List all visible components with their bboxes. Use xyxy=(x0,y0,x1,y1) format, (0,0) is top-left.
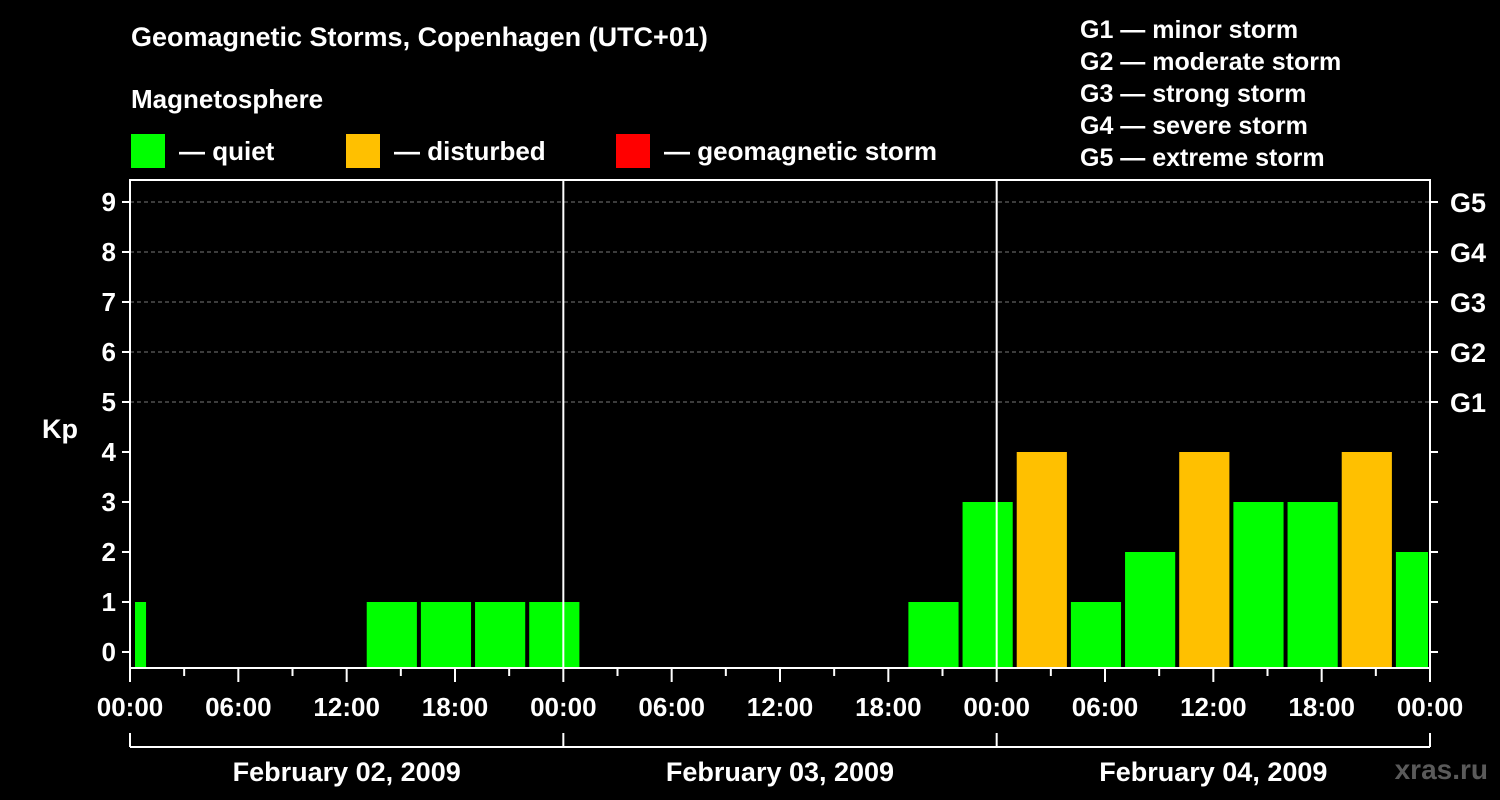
kp-bar-14 xyxy=(1395,552,1428,668)
x-tick-label-12: 00:00 xyxy=(1397,692,1464,722)
chart-title: Geomagnetic Storms, Copenhagen (UTC+01) xyxy=(131,22,708,52)
watermark: xras.ru xyxy=(1394,754,1488,785)
y-tick-label-5: 5 xyxy=(102,387,116,417)
legend-label-storm: — geomagnetic storm xyxy=(664,135,938,166)
y-tick-label-1: 1 xyxy=(102,587,116,617)
kp-bar-1 xyxy=(366,602,417,668)
legend-swatch-quiet xyxy=(131,134,165,168)
right-axis-label-g2: G2 xyxy=(1450,338,1486,368)
legend-label-disturbed: — disturbed xyxy=(394,135,546,166)
storm-scale-g1: G1 — minor storm xyxy=(1080,16,1299,44)
kp-bar-6 xyxy=(962,502,1013,668)
x-tick-label-10: 12:00 xyxy=(1180,692,1247,722)
storm-scale-g2: G2 — moderate storm xyxy=(1080,48,1342,76)
storm-scale-g3: G3 — strong storm xyxy=(1080,80,1307,108)
right-axis-label-g3: G3 xyxy=(1450,288,1486,318)
x-tick-label-3: 18:00 xyxy=(422,692,489,722)
kp-bar-9 xyxy=(1125,552,1176,668)
y-tick-label-2: 2 xyxy=(102,537,116,567)
y-tick-label-4: 4 xyxy=(102,437,117,467)
x-tick-label-5: 06:00 xyxy=(638,692,705,722)
legend-label-quiet: — quiet xyxy=(179,135,275,166)
legend-swatch-storm xyxy=(616,134,650,168)
x-tick-label-7: 18:00 xyxy=(855,692,922,722)
kp-bar-0 xyxy=(135,602,147,668)
kp-bar-8 xyxy=(1070,602,1122,668)
kp-bar-12 xyxy=(1287,502,1338,668)
kp-bar-7 xyxy=(1016,452,1067,668)
legend-item-disturbed: — disturbed xyxy=(346,134,546,168)
legend-item-storm: — geomagnetic storm xyxy=(616,134,937,168)
x-tick-label-11: 18:00 xyxy=(1288,692,1355,722)
right-axis-label-g1: G1 xyxy=(1450,388,1486,418)
x-tick-label-4: 00:00 xyxy=(530,692,597,722)
day-label-2: February 04, 2009 xyxy=(1099,757,1327,787)
x-tick-label-8: 00:00 xyxy=(963,692,1030,722)
y-axis-label: Kp xyxy=(42,414,78,444)
kp-bar-10 xyxy=(1179,452,1230,668)
right-axis-label-g5: G5 xyxy=(1450,188,1486,218)
kp-bar-3 xyxy=(475,602,526,668)
storm-scale-g5: G5 — extreme storm xyxy=(1080,144,1325,172)
kp-bar-2 xyxy=(420,602,472,668)
kp-bar-13 xyxy=(1341,452,1392,668)
storm-scale-legend: G1 — minor storm G2 — moderate storm G3 … xyxy=(1080,14,1341,174)
y-tick-label-0: 0 xyxy=(102,637,116,667)
y-tick-label-9: 9 xyxy=(102,187,116,217)
storm-scale-g4: G4 — severe storm xyxy=(1080,112,1308,140)
x-tick-label-2: 12:00 xyxy=(313,692,380,722)
legend-title: Magnetosphere xyxy=(131,84,324,114)
day-label-0: February 02, 2009 xyxy=(233,757,461,787)
kp-bar-11 xyxy=(1233,502,1284,668)
right-axis-label-g4: G4 xyxy=(1450,238,1486,268)
x-tick-label-6: 12:00 xyxy=(747,692,814,722)
kp-bar-4 xyxy=(529,602,580,668)
day-label-1: February 03, 2009 xyxy=(666,757,894,787)
legend-swatch-disturbed xyxy=(346,134,380,168)
x-tick-label-1: 06:00 xyxy=(205,692,272,722)
y-tick-label-8: 8 xyxy=(102,237,116,267)
y-tick-label-6: 6 xyxy=(102,337,116,367)
y-tick-label-3: 3 xyxy=(102,487,116,517)
y-tick-label-7: 7 xyxy=(102,287,116,317)
kp-bar-5 xyxy=(908,602,959,668)
x-tick-label-0: 00:00 xyxy=(97,692,164,722)
legend-item-quiet: — quiet xyxy=(131,134,274,168)
x-tick-label-9: 06:00 xyxy=(1072,692,1139,722)
